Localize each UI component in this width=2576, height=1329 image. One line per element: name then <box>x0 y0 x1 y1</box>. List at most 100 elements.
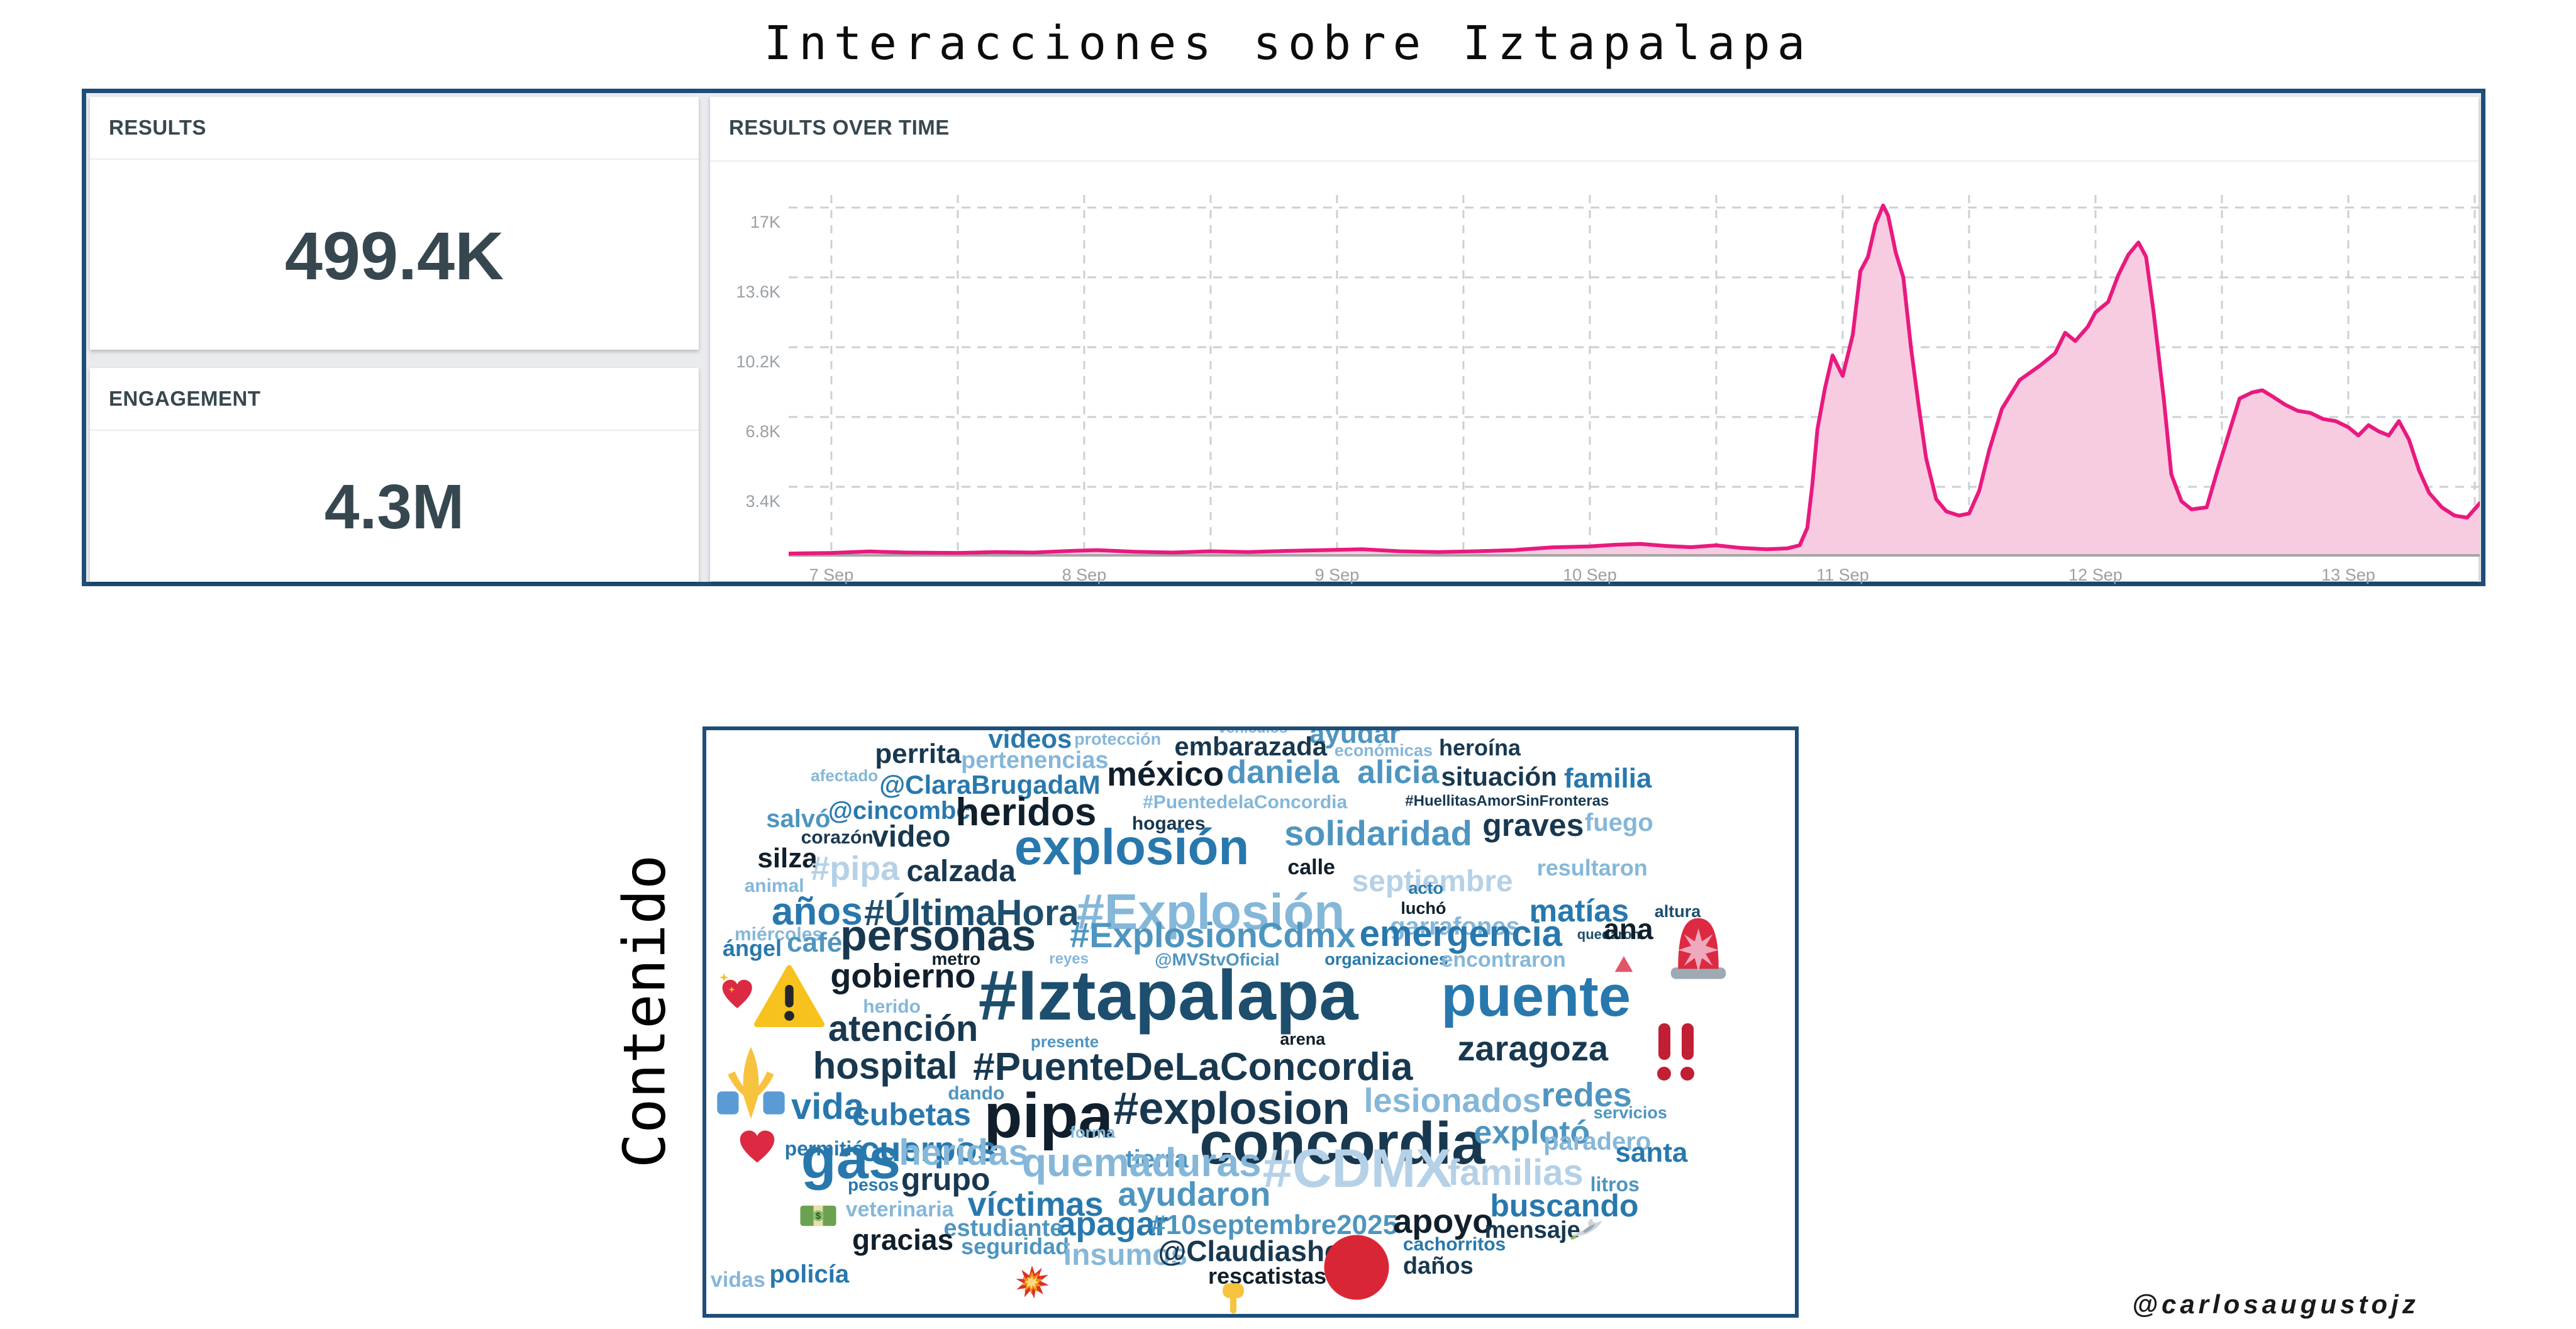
x-axis-label: 12 Sep <box>2068 565 2123 584</box>
cloud-word: apagar <box>1057 1205 1169 1243</box>
cloud-word: años <box>771 889 863 933</box>
cloud-word: #explosion <box>1113 1083 1350 1134</box>
cloud-word: café <box>787 927 843 959</box>
cloud-word: buscando <box>1490 1188 1639 1224</box>
bangbang-icon <box>1645 1021 1707 1084</box>
cloud-word: daños <box>1402 1253 1474 1280</box>
cloud-word: atención <box>828 1008 979 1050</box>
cloud-word: acto <box>1408 879 1444 898</box>
cloud-word: pertenencias <box>961 747 1109 774</box>
red-circle-icon <box>1321 1232 1392 1303</box>
cloud-word: videos <box>988 730 1072 754</box>
cloud-word: litros <box>1590 1173 1640 1196</box>
cloud-word: pipa <box>984 1081 1113 1152</box>
cloud-word: #10septembre2025 <box>1150 1209 1399 1240</box>
x-axis-label: 10 Sep <box>1563 565 1617 584</box>
cloud-word: heroína <box>1438 735 1521 761</box>
cloud-word: reyes <box>1049 950 1089 967</box>
cloud-word: apoyo <box>1393 1203 1494 1241</box>
author-credit: @carlosaugustojz <box>2132 1289 2419 1319</box>
point-down-icon <box>1216 1282 1251 1314</box>
cloud-word: #pipa <box>811 849 900 887</box>
results-value: 499.4K <box>284 217 504 294</box>
cloud-word: animal <box>744 875 804 896</box>
cloud-word: #PuentedelaConcordia <box>1143 792 1348 813</box>
cloud-word: silza <box>757 842 818 874</box>
cloud-word: arena <box>1280 1029 1326 1048</box>
cloud-word: solidaridad <box>1284 813 1472 854</box>
results-header: RESULTS <box>90 97 699 160</box>
cloud-word: grupo <box>901 1162 991 1198</box>
cloud-word: lesionados <box>1363 1082 1541 1120</box>
x-axis-label: 9 Sep <box>1314 565 1360 584</box>
cloud-word: daniela <box>1226 753 1340 791</box>
cloud-word: cubetas <box>852 1097 971 1133</box>
cloud-word: afectado <box>811 766 879 786</box>
cloud-word: video <box>872 820 951 854</box>
cloud-word: emergencia <box>1359 913 1562 955</box>
cloud-word: resultaron <box>1536 855 1648 881</box>
cloud-word: altura <box>1654 901 1701 921</box>
cloud-word: presente <box>1030 1032 1099 1051</box>
cloud-word: cachorritos <box>1402 1233 1506 1255</box>
cloud-word: puente <box>1441 964 1631 1029</box>
boom-icon <box>1014 1265 1050 1300</box>
cloud-word: graves <box>1482 808 1584 843</box>
cloud-word: cuerpos <box>860 1129 997 1169</box>
cloud-word: dando <box>948 1083 1005 1104</box>
cloud-word: protección <box>1074 730 1162 748</box>
cloud-word: permitió <box>784 1137 864 1160</box>
cloud-word: explotó <box>1474 1115 1591 1152</box>
section-label-contenido: Contenido <box>611 854 679 1169</box>
cloud-word: seguridad <box>961 1233 1070 1259</box>
cloud-word: concordia <box>1199 1110 1485 1177</box>
cloud-word: garrafones <box>1390 913 1520 941</box>
warning-icon <box>754 962 825 1033</box>
cloud-word: #ExplosionCdmx <box>1070 915 1356 955</box>
results-card: RESULTS 499.4K <box>90 97 699 350</box>
cloud-word: luchó <box>1401 898 1446 918</box>
heart-sparkle-icon <box>717 972 756 1011</box>
siren-icon <box>1662 914 1735 986</box>
cloud-word: hogares <box>1131 813 1206 835</box>
cloud-word: ángel <box>722 935 782 962</box>
cloud-word: servicios <box>1593 1103 1667 1122</box>
x-axis-label: 7 Sep <box>809 565 854 584</box>
cloud-word: #Explosión <box>1076 883 1345 940</box>
cloud-word: vehículos <box>1218 730 1288 736</box>
x-axis-label: 8 Sep <box>1062 565 1107 584</box>
cloud-word: gracias <box>852 1223 954 1256</box>
engagement-header: ENGAGEMENT <box>90 368 699 431</box>
cloud-word: @MVStvOficial <box>1155 949 1280 969</box>
cloud-word: estudiante <box>943 1215 1063 1242</box>
cloud-word: mensaje <box>1484 1216 1580 1243</box>
cloud-word: personas <box>840 911 1036 960</box>
cloud-word: tierra <box>1125 1145 1189 1173</box>
page-title: Interacciones sobre Iztapalapa <box>763 16 1813 70</box>
cloud-word: gas <box>801 1126 901 1191</box>
cloud-word: calzada <box>906 855 1016 889</box>
engagement-card: ENGAGEMENT 4.3M <box>90 368 699 582</box>
y-axis-label: 17K <box>750 212 780 231</box>
cloud-word: corazón <box>801 826 874 848</box>
cloud-word: insumos <box>1063 1238 1188 1272</box>
cloud-word: policía <box>769 1260 850 1289</box>
cloud-word: encontraron <box>1441 947 1566 972</box>
cloud-word: miércoles <box>735 923 823 945</box>
x-axis-label: 11 Sep <box>1816 565 1869 584</box>
cloud-word: hospital <box>813 1044 958 1087</box>
pray-icon <box>713 1045 789 1122</box>
cloud-word: septiembre <box>1352 865 1513 899</box>
cloud-word: #PuenteDeLaConcordia <box>973 1045 1413 1089</box>
cloud-word: perrita <box>875 738 962 769</box>
cloud-word: vidas <box>710 1268 765 1293</box>
cloud-word: méxico <box>1107 755 1224 793</box>
metrics-panel: RESULTS 499.4K ENGAGEMENT 4.3M RESULTS O… <box>82 89 2485 586</box>
cloud-word: forma <box>1070 1123 1116 1142</box>
cloud-word: familia <box>1564 762 1652 794</box>
cloud-word: veterinaria <box>845 1198 954 1222</box>
cloud-word: víctimas <box>967 1186 1104 1224</box>
cloud-word: @cincombc <box>828 796 970 825</box>
